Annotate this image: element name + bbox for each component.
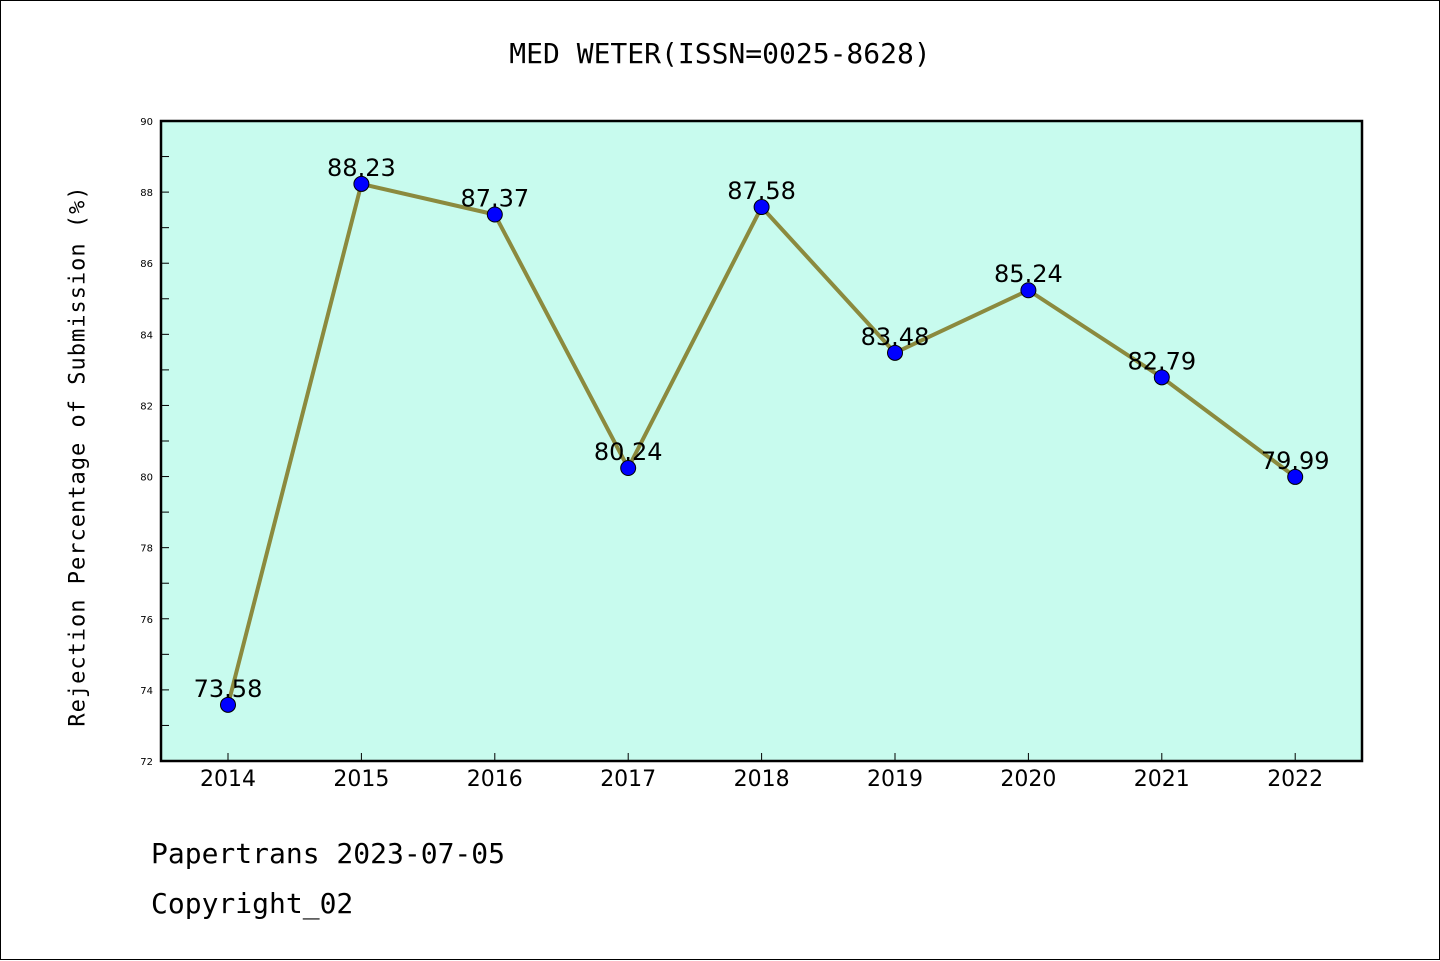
y-tick-label: 90 [140, 117, 153, 128]
x-tick-label: 2015 [333, 767, 389, 792]
data-point [220, 696, 236, 713]
data-point [1020, 282, 1037, 299]
y-tick-label: 86 [140, 259, 153, 270]
data-label: 87.37 [460, 185, 529, 213]
data-series [220, 175, 1304, 713]
x-tick-label: 2018 [734, 767, 790, 792]
data-point [1287, 468, 1304, 485]
data-label: 85.24 [994, 260, 1063, 288]
x-tick-label: 2022 [1267, 767, 1323, 792]
y-tick-label: 80 [140, 473, 153, 484]
x-tick-label: 2020 [1000, 767, 1056, 792]
data-point [887, 344, 903, 361]
data-label: 79.99 [1261, 447, 1330, 475]
data-label: 80.24 [594, 438, 663, 466]
x-axis: 2014 2015 2016 2017 2018 2019 2020 2021 2022 [200, 753, 1323, 792]
y-tick-label: 74 [140, 686, 153, 697]
data-label: 82.79 [1127, 347, 1196, 375]
x-tick-label: 2021 [1134, 767, 1190, 792]
y-tick-label: 84 [140, 330, 153, 341]
x-tick-label: 2017 [600, 767, 656, 792]
data-point [753, 199, 770, 216]
data-labels: 73.58 88.23 87.37 80.24 87.58 83.48 85.24 82.79… [194, 154, 1330, 703]
y-axis: 72 74 76 78 80 82 84 86 88 90 [140, 117, 169, 768]
x-tick-label: 2019 [867, 767, 923, 792]
data-point [353, 175, 370, 192]
y-tick-label: 72 [140, 757, 153, 768]
chart-title: MED WETER(ISSN=0025-8628) [509, 37, 931, 70]
data-label: 88.23 [327, 154, 396, 182]
x-tick-label: 2016 [467, 767, 523, 792]
data-point [620, 460, 637, 477]
data-label: 83.48 [861, 323, 930, 351]
data-point [486, 206, 503, 223]
data-label: 73.58 [194, 675, 263, 703]
data-point [1153, 369, 1170, 386]
y-tick-label: 82 [140, 401, 153, 412]
y-tick-label: 78 [140, 544, 153, 555]
y-tick-label: 76 [140, 615, 153, 626]
footer-copyright: Copyright_02 [151, 887, 354, 920]
plot-area [159, 119, 1364, 763]
data-label: 87.58 [727, 177, 796, 205]
x-tick-label: 2014 [200, 767, 256, 792]
y-tick-label: 88 [140, 188, 153, 199]
footer-date: Papertrans 2023-07-05 [151, 837, 506, 870]
